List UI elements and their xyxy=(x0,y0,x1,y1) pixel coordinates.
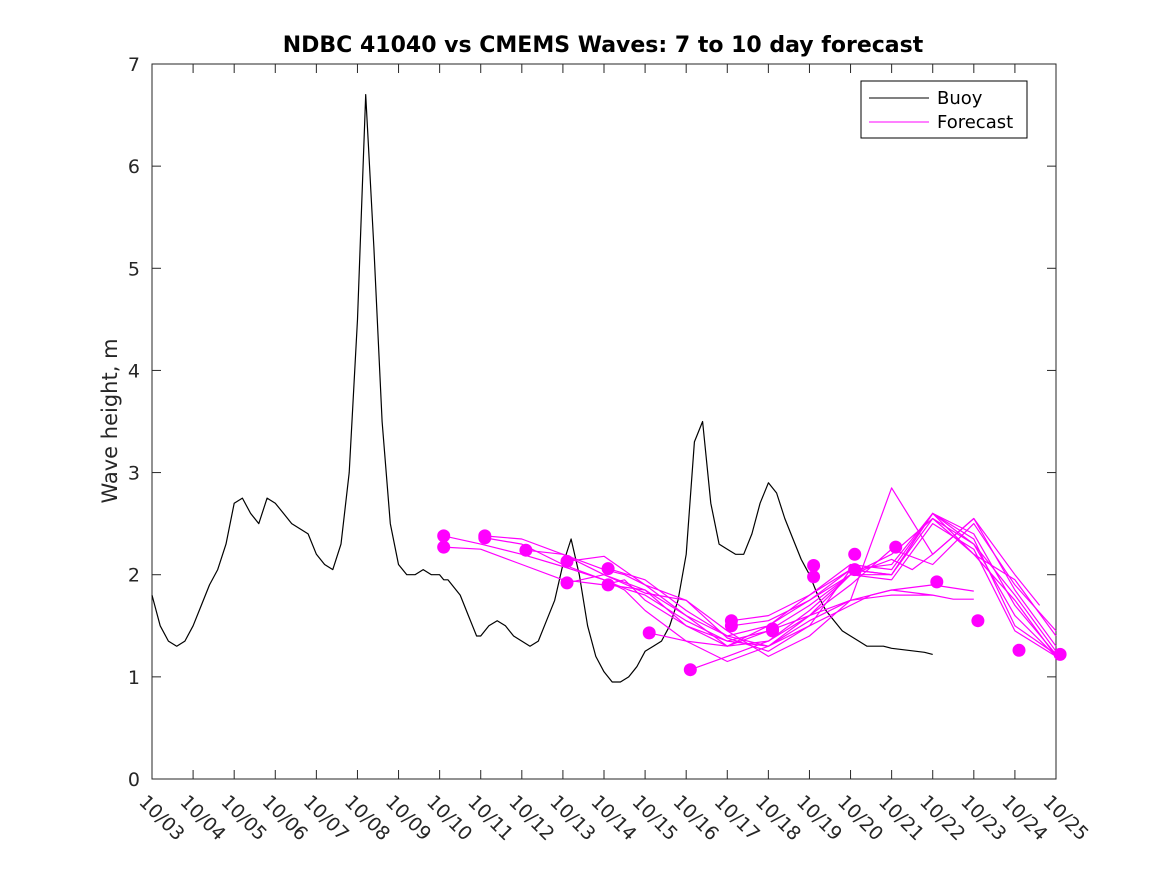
forecast-series-line xyxy=(731,522,1057,657)
forecast-series-line xyxy=(443,535,933,663)
y-tick-label: 7 xyxy=(128,54,140,76)
legend-box xyxy=(860,80,1028,139)
forecast-marker xyxy=(437,529,451,543)
forecast-series-line xyxy=(731,512,1057,655)
forecast-marker xyxy=(848,547,862,561)
forecast-marker xyxy=(848,563,862,577)
y-tick-label: 5 xyxy=(128,258,140,280)
forecast-marker xyxy=(601,562,615,576)
forecast-series-line xyxy=(443,546,974,647)
forecast-marker xyxy=(437,540,451,554)
y-tick-label: 1 xyxy=(128,667,140,689)
forecast-marker xyxy=(478,531,492,545)
forecast-marker xyxy=(642,626,656,640)
forecast-marker xyxy=(683,663,697,677)
legend: Buoy Forecast xyxy=(860,80,1028,139)
y-tick-label: 4 xyxy=(128,360,140,382)
forecast-marker xyxy=(601,578,615,592)
forecast-marker xyxy=(1053,647,1067,661)
forecast-marker xyxy=(889,540,903,554)
forecast-marker xyxy=(560,576,574,590)
forecast-series-line xyxy=(690,517,1057,671)
chart-title: NDBC 41040 vs CMEMS Waves: 7 to 10 day f… xyxy=(283,33,924,58)
legend-buoy-label: Buoy xyxy=(937,88,983,109)
forecast-marker xyxy=(930,575,944,589)
forecast-marker xyxy=(519,543,533,557)
forecast-marker xyxy=(724,619,738,633)
forecast-marker xyxy=(560,554,574,568)
y-tick-label: 6 xyxy=(128,156,140,178)
forecast-marker xyxy=(1012,643,1026,657)
y-tick-label: 0 xyxy=(128,769,140,791)
forecast-series-line xyxy=(566,487,1057,658)
forecast-marker xyxy=(766,624,779,638)
forecast-marker xyxy=(971,614,985,628)
legend-forecast-label: Forecast xyxy=(937,112,1013,133)
buoy-series-line xyxy=(151,93,933,683)
y-axis-label: Wave height, m xyxy=(98,338,122,503)
forecast-marker xyxy=(807,559,821,572)
y-tick-label: 2 xyxy=(128,565,140,587)
forecast-marker xyxy=(807,570,821,584)
y-tick-label: 3 xyxy=(128,463,140,485)
